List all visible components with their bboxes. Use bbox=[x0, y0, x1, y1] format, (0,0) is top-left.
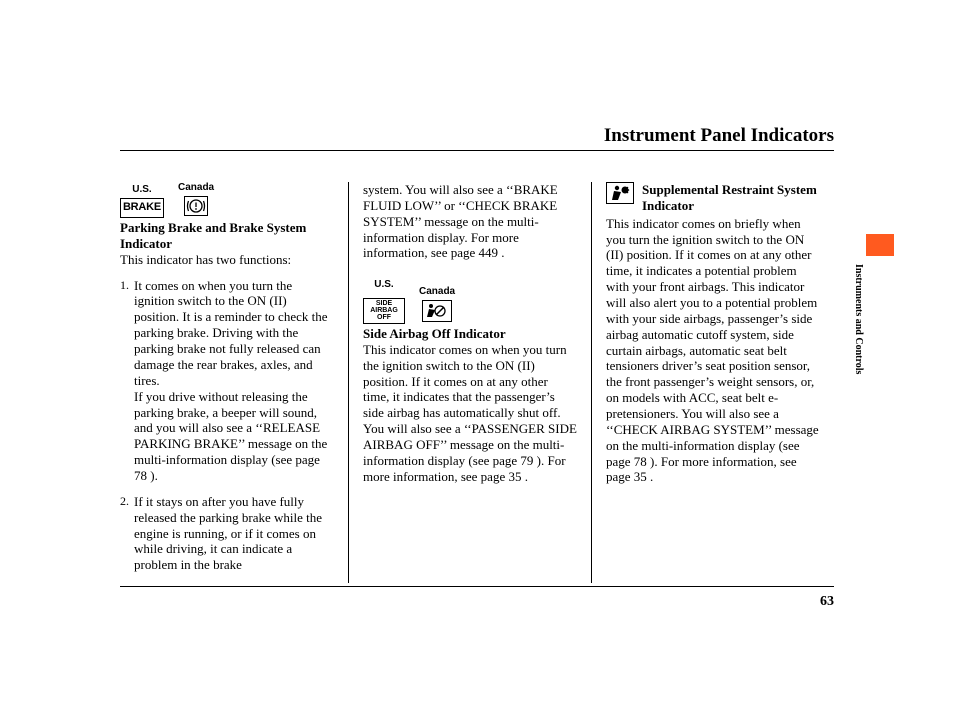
brake-icon: BRAKE bbox=[120, 198, 164, 218]
item1-part-b: If you drive without releasing the parki… bbox=[134, 389, 327, 483]
footer-rule bbox=[120, 586, 834, 587]
list-item-2: 2. If it stays on after you have fully r… bbox=[120, 494, 334, 573]
parking-brake-intro: This indicator has two functions: bbox=[120, 252, 334, 268]
us-side-airbag-block: U.S. SIDE AIRBAG OFF bbox=[363, 279, 405, 324]
srs-body: This indicator comes on briefly when you… bbox=[606, 216, 820, 486]
canada-brake-icon bbox=[184, 196, 208, 216]
content-columns: U.S. BRAKE Canada Parking Brake and Brak… bbox=[120, 182, 834, 583]
page-number: 63 bbox=[820, 594, 834, 610]
canada-side-airbag-block: Canada bbox=[419, 286, 455, 324]
brake-system-continuation: system. You will also see a ‘‘BRAKE FLUI… bbox=[363, 182, 577, 261]
side-airbag-body: This indicator comes on when you turn th… bbox=[363, 342, 577, 485]
list-body: If it stays on after you have fully rele… bbox=[134, 494, 334, 573]
list-number: 2. bbox=[120, 494, 134, 573]
page-title: Instrument Panel Indicators bbox=[604, 125, 834, 147]
section-tab bbox=[866, 234, 894, 256]
side-airbag-off-icon: SIDE AIRBAG OFF bbox=[363, 298, 405, 324]
srs-heading: Supplemental Restraint System Indicator bbox=[642, 182, 820, 214]
us-label: U.S. bbox=[363, 279, 405, 291]
side-airbag-icon-row: U.S. SIDE AIRBAG OFF Canada bbox=[363, 279, 577, 324]
column-2: system. You will also see a ‘‘BRAKE FLUI… bbox=[348, 182, 591, 583]
title-rule bbox=[120, 150, 834, 151]
brake-icon-row: U.S. BRAKE Canada bbox=[120, 182, 334, 218]
side-airbag-line3: OFF bbox=[377, 314, 391, 321]
canada-side-airbag-icon bbox=[422, 300, 452, 322]
parking-brake-heading: Parking Brake and Brake System Indicator bbox=[120, 220, 334, 252]
srs-header: Supplemental Restraint System Indicator bbox=[606, 182, 820, 214]
srs-icon bbox=[606, 182, 634, 204]
column-1: U.S. BRAKE Canada Parking Brake and Brak… bbox=[120, 182, 348, 583]
canada-brake-icon-block: Canada bbox=[178, 182, 214, 218]
column-3: Supplemental Restraint System Indicator … bbox=[591, 182, 834, 583]
item1-part-a: It comes on when you turn the ignition s… bbox=[134, 278, 328, 388]
list-body: It comes on when you turn the ignition s… bbox=[134, 278, 334, 484]
side-airbag-heading: Side Airbag Off Indicator bbox=[363, 326, 577, 342]
list-item-1: 1. It comes on when you turn the ignitio… bbox=[120, 278, 334, 484]
side-airbag-line1: SIDE bbox=[376, 300, 392, 307]
list-number: 1. bbox=[120, 278, 134, 484]
side-airbag-line2: AIRBAG bbox=[370, 307, 398, 314]
parking-brake-list: 1. It comes on when you turn the ignitio… bbox=[120, 278, 334, 573]
canada-label: Canada bbox=[419, 286, 455, 298]
us-label: U.S. bbox=[120, 184, 164, 196]
section-side-label: Instruments and Controls bbox=[853, 264, 864, 374]
canada-label: Canada bbox=[178, 182, 214, 194]
us-brake-icon-block: U.S. BRAKE bbox=[120, 184, 164, 218]
